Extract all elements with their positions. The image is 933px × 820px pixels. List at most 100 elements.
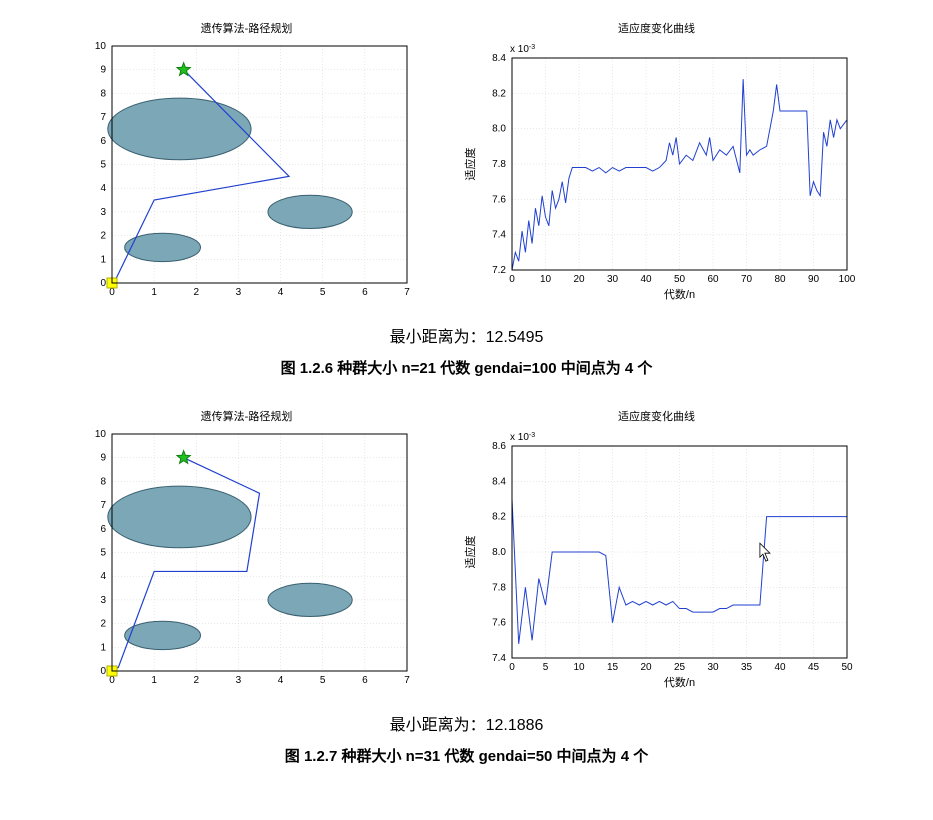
fitness-chart-title: 适应度变化曲线 bbox=[457, 20, 857, 36]
svg-text:8.4: 8.4 bbox=[492, 53, 506, 64]
obstacle bbox=[267, 195, 351, 228]
svg-text:6: 6 bbox=[362, 287, 368, 298]
path-planning-chart: 0 1 2 3 4 5 6 7 0 1 2 3 4 5 6 7 8 9 10 bbox=[77, 426, 417, 696]
svg-text:0: 0 bbox=[100, 666, 106, 677]
figure-caption: 图 1.2.7 种群大小 n=31 代数 gendai=50 中间点为 4 个 bbox=[20, 745, 913, 766]
path-planning-chart: 0 1 2 3 4 5 6 7 0 1 2 3 4 5 6 7 8 9 10 bbox=[77, 38, 417, 308]
svg-text:0: 0 bbox=[509, 274, 515, 285]
svg-text:9: 9 bbox=[100, 65, 106, 76]
svg-text:10: 10 bbox=[94, 429, 106, 440]
svg-text:5: 5 bbox=[319, 675, 325, 686]
charts-row: 遗传算法-路径规划01234567012345678910适应度变化曲线0510… bbox=[20, 408, 913, 696]
svg-text:7.6: 7.6 bbox=[492, 618, 506, 629]
fitness-chart-box: 适应度变化曲线01020304050607080901007.27.47.67.… bbox=[457, 20, 857, 308]
svg-text:7.8: 7.8 bbox=[492, 159, 506, 170]
svg-text:8: 8 bbox=[100, 476, 106, 487]
svg-text:5: 5 bbox=[542, 662, 548, 673]
svg-text:8.4: 8.4 bbox=[492, 476, 506, 487]
svg-text:90: 90 bbox=[807, 274, 819, 285]
svg-text:8: 8 bbox=[100, 88, 106, 99]
svg-text:4: 4 bbox=[277, 287, 283, 298]
figure-caption: 图 1.2.6 种群大小 n=21 代数 gendai=100 中间点为 4 个 bbox=[20, 357, 913, 378]
svg-text:1: 1 bbox=[100, 254, 106, 265]
fitness-chart-box: 适应度变化曲线051015202530354045507.47.67.88.08… bbox=[457, 408, 857, 696]
svg-text:7.6: 7.6 bbox=[492, 194, 506, 205]
svg-text:4: 4 bbox=[277, 675, 283, 686]
svg-text:5: 5 bbox=[319, 287, 325, 298]
svg-text:代数/n: 代数/n bbox=[663, 676, 694, 689]
svg-text:x 10-3: x 10-3 bbox=[510, 44, 535, 56]
min-distance-text: 最小距离为：12.5495 bbox=[20, 323, 913, 347]
svg-text:2: 2 bbox=[193, 287, 199, 298]
svg-text:0: 0 bbox=[109, 287, 115, 298]
svg-text:30: 30 bbox=[606, 274, 618, 285]
obstacle bbox=[107, 98, 250, 160]
svg-text:40: 40 bbox=[774, 662, 786, 673]
svg-text:10: 10 bbox=[573, 662, 585, 673]
fitness-curve-chart: 051015202530354045507.47.67.88.08.28.48.… bbox=[457, 426, 857, 696]
svg-text:8.6: 8.6 bbox=[492, 441, 506, 452]
svg-text:6: 6 bbox=[362, 675, 368, 686]
svg-text:1: 1 bbox=[151, 287, 157, 298]
svg-text:适应度: 适应度 bbox=[463, 536, 477, 569]
svg-text:7: 7 bbox=[404, 675, 410, 686]
svg-text:50: 50 bbox=[673, 274, 685, 285]
svg-text:30: 30 bbox=[707, 662, 719, 673]
figure-fig127: 遗传算法-路径规划01234567012345678910适应度变化曲线0510… bbox=[20, 408, 913, 766]
svg-text:4: 4 bbox=[100, 571, 106, 582]
path-chart-title: 遗传算法-路径规划 bbox=[77, 408, 417, 424]
path-chart-title: 遗传算法-路径规划 bbox=[77, 20, 417, 36]
svg-text:7: 7 bbox=[100, 112, 106, 123]
svg-text:适应度: 适应度 bbox=[463, 148, 477, 181]
svg-text:20: 20 bbox=[573, 274, 585, 285]
svg-text:3: 3 bbox=[235, 675, 241, 686]
path-chart-box: 遗传算法-路径规划 0 1 2 3 4 5 6 7 0 1 2 3 4 5 6 7 8 9 10 bbox=[77, 408, 417, 696]
svg-text:3: 3 bbox=[100, 595, 106, 606]
charts-row: 遗传算法-路径规划01234567012345678910适应度变化曲线0102… bbox=[20, 20, 913, 308]
svg-text:4: 4 bbox=[100, 183, 106, 194]
fitness-chart-title: 适应度变化曲线 bbox=[457, 408, 857, 424]
svg-text:7: 7 bbox=[100, 500, 106, 511]
svg-text:8.2: 8.2 bbox=[492, 88, 506, 99]
svg-text:3: 3 bbox=[100, 207, 106, 218]
svg-text:代数/n: 代数/n bbox=[663, 288, 694, 301]
svg-text:0: 0 bbox=[509, 662, 515, 673]
svg-text:70: 70 bbox=[740, 274, 752, 285]
svg-text:100: 100 bbox=[838, 274, 855, 285]
svg-text:7: 7 bbox=[404, 287, 410, 298]
fitness-curve-chart: 01020304050607080901007.27.47.67.88.08.2… bbox=[457, 38, 857, 308]
svg-text:50: 50 bbox=[841, 662, 853, 673]
svg-text:7.4: 7.4 bbox=[492, 653, 506, 664]
svg-text:3: 3 bbox=[235, 287, 241, 298]
svg-text:7.4: 7.4 bbox=[492, 230, 506, 241]
svg-text:1: 1 bbox=[100, 642, 106, 653]
figure-fig126: 遗传算法-路径规划01234567012345678910适应度变化曲线0102… bbox=[20, 20, 913, 378]
svg-text:45: 45 bbox=[807, 662, 819, 673]
svg-text:1: 1 bbox=[151, 675, 157, 686]
svg-text:8.0: 8.0 bbox=[492, 547, 506, 558]
svg-text:7.8: 7.8 bbox=[492, 582, 506, 593]
svg-text:80: 80 bbox=[774, 274, 786, 285]
svg-text:2: 2 bbox=[193, 675, 199, 686]
svg-text:8.2: 8.2 bbox=[492, 512, 506, 523]
svg-text:10: 10 bbox=[539, 274, 551, 285]
svg-text:15: 15 bbox=[606, 662, 618, 673]
svg-text:0: 0 bbox=[100, 278, 106, 289]
obstacle bbox=[107, 486, 250, 548]
svg-text:10: 10 bbox=[94, 41, 106, 52]
path-chart-box: 遗传算法-路径规划 0 1 2 3 4 5 6 7 0 1 2 3 4 5 6 7 8 9 10 bbox=[77, 20, 417, 308]
svg-text:2: 2 bbox=[100, 619, 106, 630]
svg-text:9: 9 bbox=[100, 453, 106, 464]
min-distance-text: 最小距离为：12.1886 bbox=[20, 711, 913, 735]
svg-text:6: 6 bbox=[100, 136, 106, 147]
svg-text:7.2: 7.2 bbox=[492, 265, 506, 276]
svg-text:5: 5 bbox=[100, 160, 106, 171]
svg-text:x 10-3: x 10-3 bbox=[510, 432, 535, 444]
svg-text:2: 2 bbox=[100, 231, 106, 242]
svg-text:0: 0 bbox=[109, 675, 115, 686]
svg-text:60: 60 bbox=[707, 274, 719, 285]
svg-text:20: 20 bbox=[640, 662, 652, 673]
svg-text:35: 35 bbox=[740, 662, 752, 673]
svg-text:5: 5 bbox=[100, 548, 106, 559]
svg-text:6: 6 bbox=[100, 524, 106, 535]
